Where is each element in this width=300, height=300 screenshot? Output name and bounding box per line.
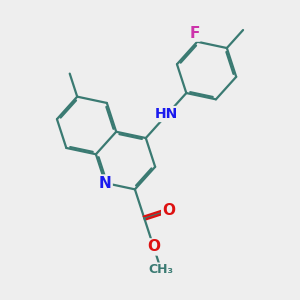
Text: CH₃: CH₃ [148, 263, 174, 277]
Text: F: F [189, 26, 200, 40]
Text: O: O [147, 239, 160, 254]
Text: N: N [99, 176, 112, 190]
Text: O: O [162, 203, 175, 218]
Text: HN: HN [154, 107, 178, 121]
